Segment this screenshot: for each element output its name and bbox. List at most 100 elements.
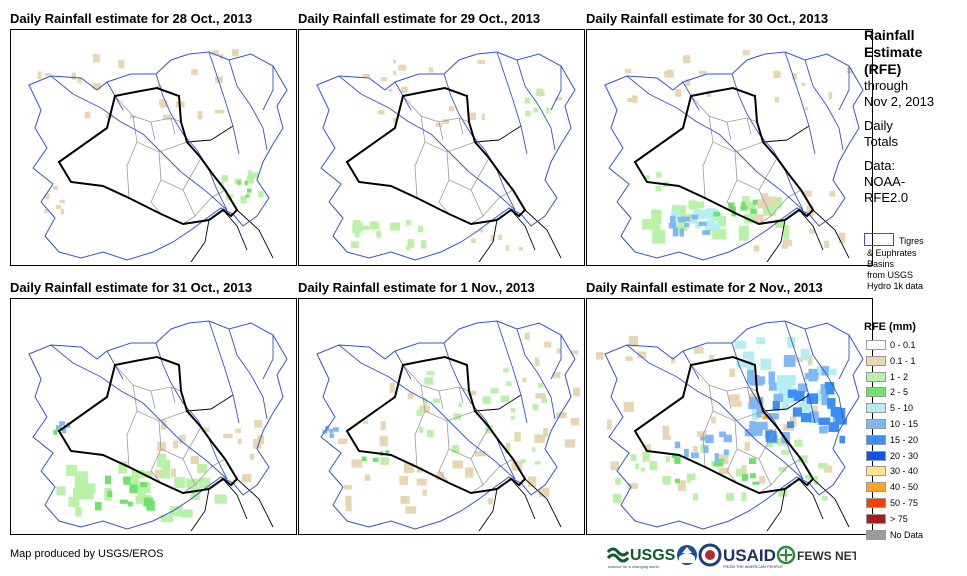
rainfall-cell: [766, 413, 779, 420]
legend-swatch: [866, 387, 886, 398]
rainfall-cell: [809, 229, 815, 234]
province-boundary: [708, 115, 764, 153]
rainfall-cell: [171, 468, 177, 478]
rainfall-cell: [741, 201, 746, 210]
rainfall-cell: [787, 421, 794, 429]
province-boundary: [132, 115, 188, 153]
rainfall-cell: [830, 407, 841, 417]
panel-title-30-oct: Daily Rainfall estimate for 30 Oct., 201…: [586, 11, 829, 26]
rainfall-cell: [393, 59, 397, 64]
rainfall-cell: [427, 429, 434, 438]
rainfall-cell: [642, 219, 653, 230]
rainfall-cell: [686, 474, 691, 483]
rainfall-cell: [630, 454, 637, 462]
rainfall-cell: [755, 214, 764, 224]
rainfall-cell: [403, 462, 415, 474]
province-boundary: [150, 117, 176, 141]
river-line: [496, 320, 528, 424]
river-line: [550, 335, 562, 380]
province-boundary: [150, 386, 176, 410]
river-line: [443, 342, 516, 480]
rainfall-cell: [498, 234, 502, 240]
rainfall-cell: [782, 239, 793, 246]
rainfall-cell: [741, 465, 747, 476]
rainfall-cell: [824, 240, 829, 249]
side-data-label: Data:: [864, 158, 896, 173]
rainfall-cell: [190, 455, 200, 465]
rainfall-cell: [419, 426, 424, 433]
rainfall-cell: [705, 434, 714, 444]
legend-swatch: [866, 466, 886, 477]
river-line: [784, 320, 816, 424]
rainfall-cell: [71, 72, 77, 80]
rainfall-cell: [713, 211, 721, 217]
rainfall-cell: [729, 368, 736, 377]
rainfall-cell: [750, 208, 757, 214]
rainfall-cell: [744, 213, 757, 224]
side-daily: Daily: [864, 118, 893, 133]
rainfall-cell: [756, 337, 765, 345]
river-line: [626, 344, 804, 480]
rainfall-layer: [596, 335, 847, 503]
river-line: [338, 75, 516, 211]
rainfall-cell: [767, 440, 773, 448]
rainfall-cell: [754, 421, 768, 430]
rainfall-cell: [251, 172, 259, 177]
rainfall-cell: [345, 502, 352, 512]
panel-title-2-nov: Daily Rainfall estimate for 2 Nov., 2013: [586, 280, 823, 295]
legend-label: 10 - 15: [890, 419, 919, 429]
rainfall-cell: [612, 493, 621, 503]
rainfall-cell: [257, 435, 265, 445]
rainfall-cell: [731, 400, 742, 407]
rainfall-cell: [524, 332, 530, 340]
rainfall-cell: [662, 425, 670, 437]
rainfall-cell: [652, 229, 666, 244]
rainfall-cell: [423, 398, 428, 407]
rainfall-cell: [637, 351, 647, 359]
province-boundary: [126, 410, 138, 468]
rainfall-cell: [674, 441, 681, 449]
province-boundary: [726, 448, 738, 484]
rainfall-cell: [77, 77, 82, 84]
rainfall-cell: [55, 204, 61, 210]
legend-title: RFE (mm): [864, 321, 916, 333]
rainfall-cell: [159, 99, 168, 108]
rainfall-cell: [451, 445, 459, 453]
side-title-line1: Rainfall: [864, 27, 915, 43]
river-line: [208, 51, 240, 155]
river-line: [731, 342, 804, 480]
country-boundary: [798, 478, 824, 520]
rainfall-cell: [738, 225, 749, 241]
rainfall-cell: [385, 450, 390, 454]
country-boundary: [222, 478, 248, 520]
rainfall-cell: [161, 419, 167, 430]
province-boundary: [726, 179, 738, 215]
province-boundary: [708, 384, 764, 422]
rainfall-cell: [635, 463, 640, 470]
rainfall-cell: [453, 413, 461, 420]
rainfall-cell: [719, 431, 726, 438]
rainfall-cell: [702, 230, 711, 235]
rainfall-cell: [435, 122, 443, 127]
side-date: Nov 2, 2013: [864, 94, 935, 109]
rainfall-cell: [818, 417, 831, 425]
rainfall-cell: [361, 456, 367, 462]
rainfall-cell: [749, 420, 756, 428]
rainfall-cell: [538, 383, 544, 388]
rainfall-cell: [416, 410, 423, 416]
usaid-tagline: FROM THE AMERICAN PEOPLE: [723, 564, 783, 569]
rainfall-cell: [759, 475, 766, 484]
rainfall-cell: [742, 201, 756, 210]
rainfall-cell: [140, 482, 148, 488]
river-line: [804, 59, 844, 151]
rainfall-cell: [352, 219, 361, 225]
rainfall-cell: [662, 435, 671, 440]
rainfall-cell: [797, 383, 808, 393]
rainfall-cell: [675, 478, 680, 484]
rainfall-cell: [191, 69, 198, 76]
rainfall-cell: [223, 433, 233, 439]
rainfall-cell: [416, 467, 423, 473]
rainfall-cell: [157, 441, 166, 452]
rainfall-cell: [742, 473, 748, 481]
rainfall-cell: [506, 381, 512, 387]
